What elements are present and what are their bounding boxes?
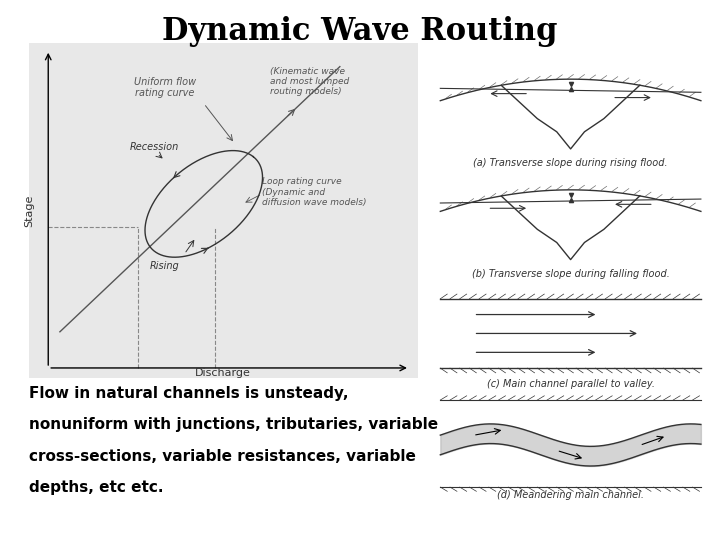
Text: (b) Transverse slope during falling flood.: (b) Transverse slope during falling floo…: [472, 269, 670, 279]
Text: (Kinematic wave
and most lumped
routing models): (Kinematic wave and most lumped routing …: [270, 66, 349, 97]
Text: nonuniform with junctions, tributaries, variable: nonuniform with junctions, tributaries, …: [29, 417, 438, 433]
Text: cross-sections, variable resistances, variable: cross-sections, variable resistances, va…: [29, 449, 415, 464]
Text: (a) Transverse slope during rising flood.: (a) Transverse slope during rising flood…: [473, 158, 668, 168]
Text: Discharge: Discharge: [195, 368, 251, 378]
Text: Uniform flow: Uniform flow: [134, 77, 196, 87]
Text: Loop rating curve
(Dynamic and
diffusion wave models): Loop rating curve (Dynamic and diffusion…: [262, 177, 366, 207]
Text: (c) Main channel parallel to valley.: (c) Main channel parallel to valley.: [487, 379, 654, 389]
Text: Flow in natural channels is unsteady,: Flow in natural channels is unsteady,: [29, 386, 348, 401]
Text: depths, etc etc.: depths, etc etc.: [29, 480, 163, 495]
Text: Dynamic Wave Routing: Dynamic Wave Routing: [162, 16, 558, 47]
Text: Rising: Rising: [150, 261, 180, 271]
Text: Stage: Stage: [24, 194, 34, 227]
Text: (d) Meandering main channel.: (d) Meandering main channel.: [497, 490, 644, 500]
Text: rating curve: rating curve: [135, 89, 194, 98]
Text: Recession: Recession: [130, 142, 179, 152]
